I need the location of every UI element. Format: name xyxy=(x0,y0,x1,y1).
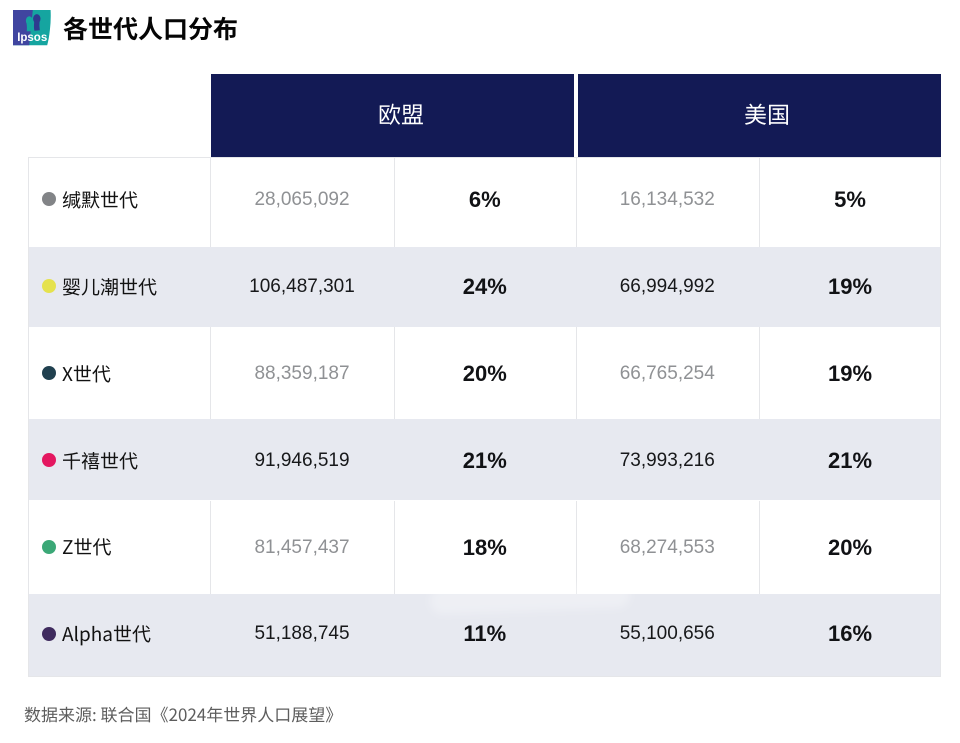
svg-text:Ipsos: Ipsos xyxy=(17,32,47,44)
